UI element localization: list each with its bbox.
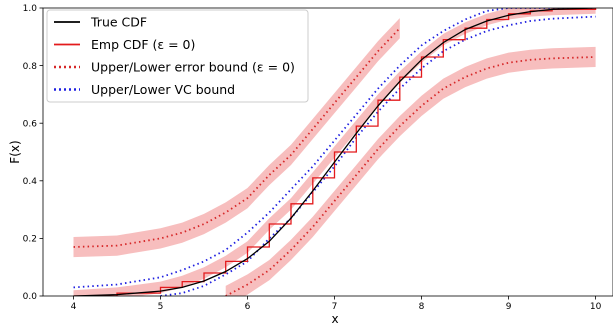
y-tick-label: 0.8 — [23, 62, 38, 72]
x-tick-label: 7 — [332, 302, 338, 312]
y-tick-label: 1.0 — [23, 4, 38, 14]
y-tick-label: 0.2 — [23, 235, 37, 245]
y-tick-label: 0.6 — [23, 119, 38, 129]
legend-label: Emp CDF (ε = 0) — [91, 37, 195, 52]
x-tick-label: 6 — [245, 302, 251, 312]
plot-frame — [42, 7, 613, 297]
legend-label: Upper/Lower error bound (ε = 0) — [91, 60, 295, 75]
upper-error-band — [73, 18, 400, 258]
x-axis-ticks: 4 5 6 7 8 9 10 — [71, 296, 602, 312]
x-axis-label: x — [331, 312, 338, 326]
series-lines — [73, 8, 597, 296]
x-tick-label: 8 — [419, 302, 425, 312]
true-cdf-line — [73, 8, 596, 296]
lower-error-band — [225, 46, 596, 296]
y-tick-label: 0.4 — [23, 177, 38, 187]
y-axis-label: F(x) — [8, 140, 22, 163]
x-tick-label: 9 — [506, 302, 512, 312]
x-tick-label: 10 — [590, 302, 602, 312]
lower-error-bound-line — [225, 56, 596, 296]
legend-box — [46, 9, 309, 103]
legend-label: True CDF — [90, 15, 147, 30]
x-tick-label: 4 — [71, 302, 77, 312]
plot-area — [73, 8, 597, 296]
upper-vc-bound-line — [73, 8, 596, 289]
x-tick-label: 5 — [158, 302, 164, 312]
legend: True CDF Emp CDF (ε = 0) Upper/Lower error… — [46, 9, 309, 103]
legend-label: Upper/Lower VC bound — [91, 82, 235, 97]
y-tick-label: 0.0 — [23, 292, 38, 302]
y-axis-ticks: 0.0 0.2 0.4 0.6 0.8 1.0 — [23, 4, 43, 302]
